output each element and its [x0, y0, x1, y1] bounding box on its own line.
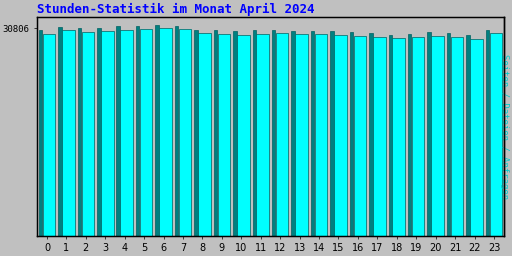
Bar — [470, 39, 483, 236]
Bar — [58, 27, 61, 236]
Bar — [330, 31, 334, 236]
Bar — [315, 34, 327, 236]
Bar — [486, 30, 489, 236]
Bar — [39, 30, 42, 236]
Bar — [62, 30, 75, 236]
Bar — [252, 30, 256, 236]
Bar — [466, 35, 470, 236]
Bar — [408, 34, 412, 236]
Bar — [140, 29, 153, 236]
Bar — [159, 28, 172, 236]
Bar — [120, 30, 133, 236]
Bar — [97, 28, 100, 236]
Bar — [311, 31, 314, 236]
Bar — [179, 29, 191, 236]
Bar — [431, 36, 444, 236]
Bar — [369, 33, 373, 236]
Bar — [194, 30, 198, 236]
Y-axis label: Seiten / Dateien / Anfragen: Seiten / Dateien / Anfragen — [500, 54, 509, 199]
Bar — [42, 34, 55, 236]
Bar — [136, 26, 139, 236]
Bar — [237, 35, 249, 236]
Bar — [412, 37, 424, 236]
Bar — [101, 31, 114, 236]
Bar — [334, 35, 347, 236]
Bar — [81, 32, 94, 236]
Bar — [116, 26, 120, 236]
Bar — [218, 34, 230, 236]
Bar — [373, 37, 386, 236]
Bar — [233, 31, 237, 236]
Bar — [276, 33, 288, 236]
Bar — [389, 35, 392, 236]
Bar — [295, 34, 308, 236]
Bar — [392, 38, 405, 236]
Bar — [451, 37, 463, 236]
Bar — [257, 34, 269, 236]
Bar — [291, 31, 295, 236]
Bar — [78, 28, 81, 236]
Bar — [354, 36, 366, 236]
Bar — [447, 34, 451, 236]
Bar — [155, 25, 159, 236]
Bar — [489, 33, 502, 236]
Bar — [198, 33, 211, 236]
Bar — [214, 30, 217, 236]
Bar — [175, 26, 178, 236]
Bar — [350, 33, 353, 236]
Bar — [272, 30, 275, 236]
Bar — [428, 33, 431, 236]
Text: Stunden-Statistik im Monat April 2024: Stunden-Statistik im Monat April 2024 — [37, 3, 315, 16]
